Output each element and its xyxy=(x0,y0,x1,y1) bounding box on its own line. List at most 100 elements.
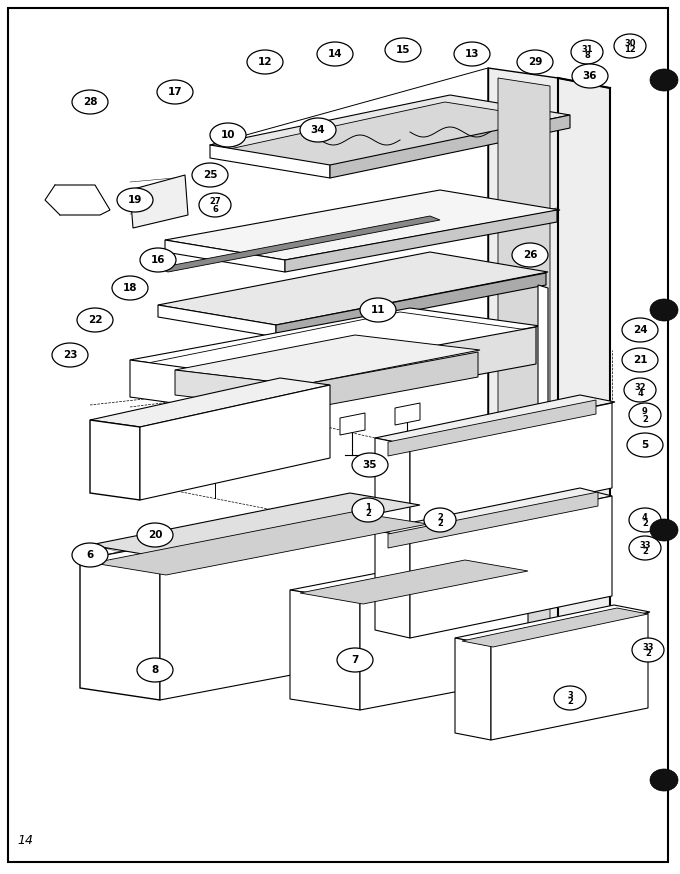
Ellipse shape xyxy=(622,348,658,372)
Text: 2: 2 xyxy=(645,649,651,658)
Text: 4: 4 xyxy=(637,390,643,399)
Ellipse shape xyxy=(352,453,388,477)
Ellipse shape xyxy=(157,80,193,104)
Ellipse shape xyxy=(112,276,148,300)
Polygon shape xyxy=(488,68,610,645)
Text: 2: 2 xyxy=(642,547,648,557)
Polygon shape xyxy=(455,638,491,740)
Polygon shape xyxy=(225,102,558,168)
Ellipse shape xyxy=(199,193,231,217)
Text: 10: 10 xyxy=(221,130,235,140)
Ellipse shape xyxy=(210,123,246,147)
Text: 4: 4 xyxy=(642,512,648,522)
Polygon shape xyxy=(148,312,528,381)
Ellipse shape xyxy=(72,90,108,114)
Text: 35: 35 xyxy=(362,460,377,470)
Polygon shape xyxy=(260,327,536,415)
Polygon shape xyxy=(375,530,410,638)
Polygon shape xyxy=(410,403,612,530)
Polygon shape xyxy=(165,190,560,260)
Text: 18: 18 xyxy=(123,283,137,293)
Polygon shape xyxy=(395,403,420,425)
Text: 14: 14 xyxy=(328,49,342,59)
Ellipse shape xyxy=(512,243,548,267)
Ellipse shape xyxy=(650,769,678,791)
Text: 30: 30 xyxy=(624,38,636,47)
Polygon shape xyxy=(491,613,648,740)
Polygon shape xyxy=(285,210,557,272)
Ellipse shape xyxy=(627,433,663,457)
Polygon shape xyxy=(80,508,430,572)
Ellipse shape xyxy=(554,686,586,710)
Polygon shape xyxy=(498,78,550,630)
Text: 12: 12 xyxy=(258,57,272,67)
Polygon shape xyxy=(158,305,276,337)
Text: 21: 21 xyxy=(633,355,647,365)
Text: 2: 2 xyxy=(567,697,573,706)
Ellipse shape xyxy=(622,318,658,342)
Ellipse shape xyxy=(317,42,353,66)
Ellipse shape xyxy=(629,536,661,560)
Ellipse shape xyxy=(650,519,678,541)
Ellipse shape xyxy=(629,403,661,427)
Text: 33: 33 xyxy=(639,540,651,550)
Text: 2: 2 xyxy=(437,512,443,522)
Polygon shape xyxy=(140,385,330,500)
Text: 2: 2 xyxy=(437,519,443,529)
Ellipse shape xyxy=(140,248,176,272)
Ellipse shape xyxy=(137,523,173,547)
Polygon shape xyxy=(290,557,530,601)
Ellipse shape xyxy=(72,543,108,567)
Text: 2: 2 xyxy=(365,510,371,518)
Text: 15: 15 xyxy=(396,45,410,55)
Polygon shape xyxy=(45,185,110,215)
Polygon shape xyxy=(90,378,330,427)
Ellipse shape xyxy=(77,308,113,332)
Ellipse shape xyxy=(337,648,373,672)
Ellipse shape xyxy=(137,658,173,682)
Text: 11: 11 xyxy=(371,305,386,315)
Polygon shape xyxy=(388,492,598,548)
Text: 13: 13 xyxy=(464,49,479,59)
Text: 1: 1 xyxy=(365,503,371,511)
Polygon shape xyxy=(276,273,546,337)
Ellipse shape xyxy=(352,498,384,522)
Ellipse shape xyxy=(650,299,678,321)
Ellipse shape xyxy=(571,40,603,64)
Ellipse shape xyxy=(614,34,646,58)
Polygon shape xyxy=(360,569,528,710)
Ellipse shape xyxy=(624,378,656,402)
Text: 8: 8 xyxy=(584,52,590,60)
Text: 7: 7 xyxy=(352,655,358,665)
Text: 3: 3 xyxy=(567,690,573,699)
Ellipse shape xyxy=(52,343,88,367)
Polygon shape xyxy=(80,560,160,700)
Text: 5: 5 xyxy=(641,440,649,450)
Polygon shape xyxy=(388,400,596,456)
Ellipse shape xyxy=(247,50,283,74)
Text: 26: 26 xyxy=(523,250,537,260)
Text: 6: 6 xyxy=(86,550,94,560)
Polygon shape xyxy=(90,493,420,557)
Polygon shape xyxy=(300,352,478,410)
Text: 31: 31 xyxy=(581,45,593,53)
Ellipse shape xyxy=(650,69,678,91)
Polygon shape xyxy=(210,145,330,178)
Polygon shape xyxy=(410,496,612,638)
Polygon shape xyxy=(175,335,480,385)
Polygon shape xyxy=(165,240,285,272)
Ellipse shape xyxy=(117,188,153,212)
Text: 6: 6 xyxy=(212,205,218,213)
Text: 23: 23 xyxy=(63,350,78,360)
Text: 34: 34 xyxy=(311,125,325,135)
Ellipse shape xyxy=(454,42,490,66)
Text: 28: 28 xyxy=(83,97,97,107)
Ellipse shape xyxy=(632,638,664,662)
Text: 24: 24 xyxy=(632,325,647,335)
Polygon shape xyxy=(160,521,428,700)
Text: 27: 27 xyxy=(209,198,221,206)
Text: 32: 32 xyxy=(634,383,646,392)
Polygon shape xyxy=(158,216,440,272)
Ellipse shape xyxy=(385,38,421,62)
Text: 14: 14 xyxy=(17,834,33,847)
